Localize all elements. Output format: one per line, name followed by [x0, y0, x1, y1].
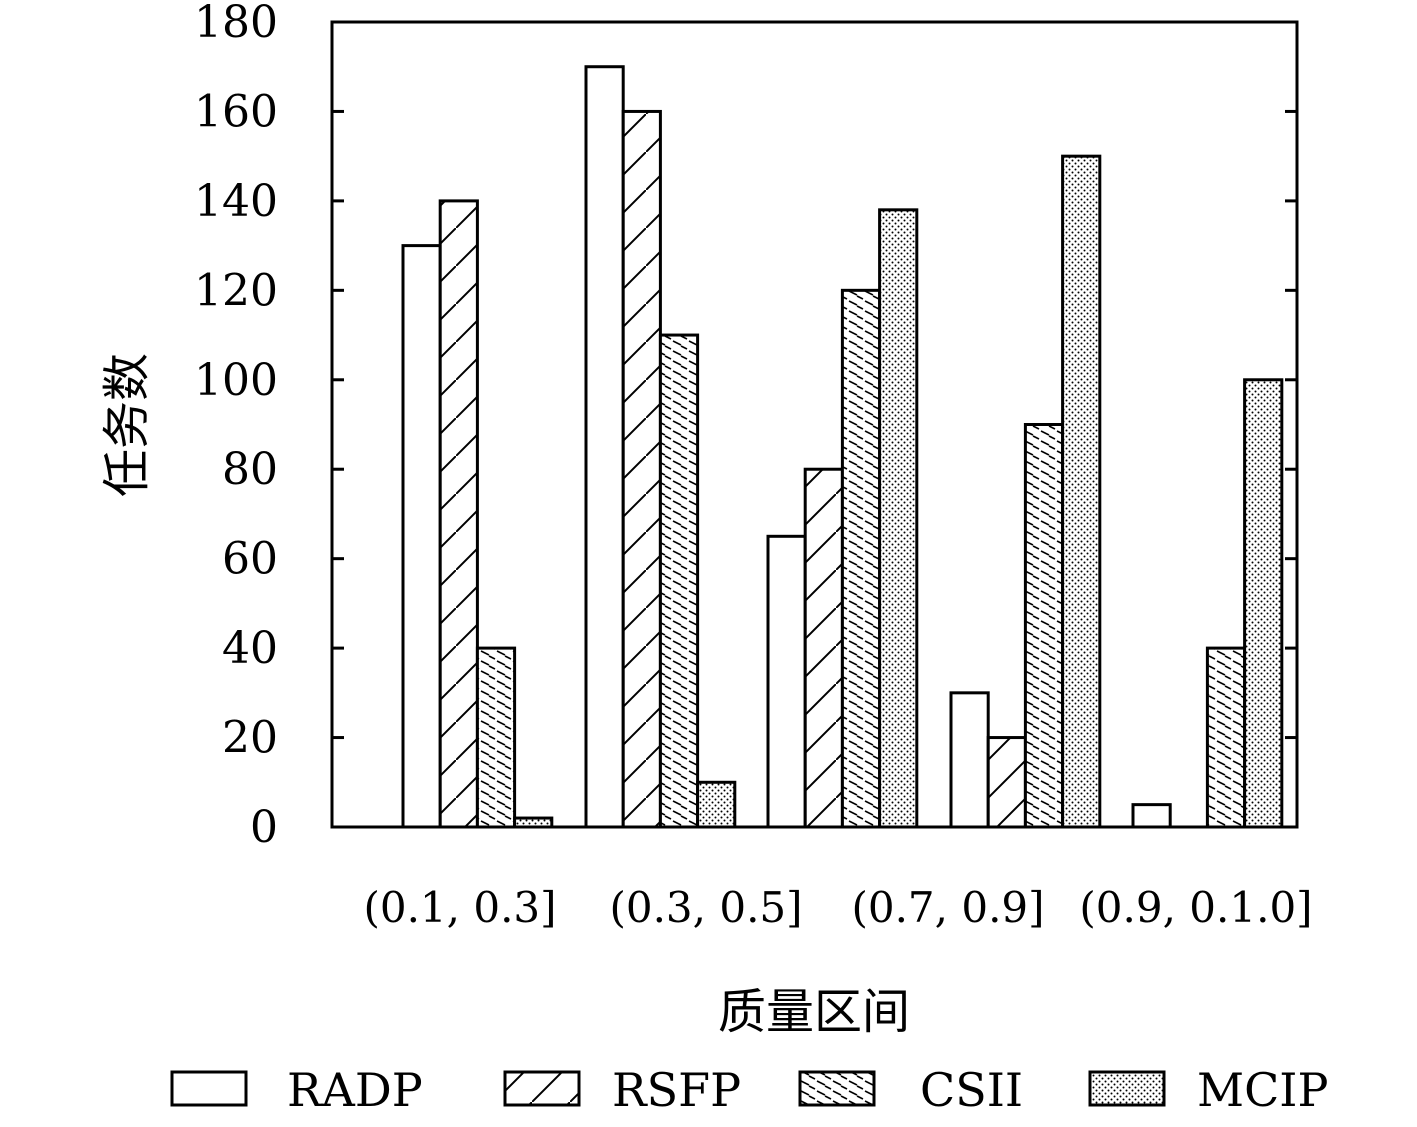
legend-label-rsfp: RSFP [612, 1063, 741, 1117]
y-tick-label: 0 [250, 802, 278, 853]
legend-swatch-radp [170, 1070, 248, 1107]
x-category-label: (0.9, 0.1.0] [1079, 883, 1312, 932]
y-tick-label: 160 [194, 86, 278, 137]
bar-radp-4 [1131, 803, 1172, 829]
legend: RADP RSFP CSII MCIP [170, 1063, 1328, 1117]
plot-area-frame [330, 20, 1299, 829]
bar-mcip-3 [1061, 154, 1102, 829]
y-axis-ticks: 0 20 40 60 80 100 120 140 160 180 [194, 0, 1297, 853]
bars [401, 65, 1284, 829]
bar-csii-1 [658, 333, 700, 829]
bar-csii-2 [840, 288, 882, 829]
bar-rsfp-2 [803, 467, 844, 829]
x-category-label: (0.3, 0.5] [609, 883, 802, 932]
legend-label-mcip: MCIP [1197, 1063, 1328, 1117]
bar-radp-0 [401, 244, 442, 829]
bar-mcip-1 [696, 780, 737, 829]
x-axis-categories: (0.1, 0.3] (0.3, 0.5] (0.7, 0.9] (0.9, 0.1.… [363, 883, 1312, 932]
y-tick-label: 80 [222, 444, 278, 495]
legend-label-csii: CSII [920, 1063, 1023, 1117]
bar-radp-1 [584, 65, 625, 829]
y-tick-label: 60 [222, 534, 278, 585]
bar-radp-3 [949, 691, 990, 829]
bar-radp-2 [766, 534, 807, 829]
bar-csii-0 [475, 646, 517, 829]
x-axis-title: 质量区间 [718, 984, 910, 1040]
legend-swatch-rsfp [503, 1070, 581, 1107]
legend-label-radp: RADP [287, 1063, 423, 1117]
y-axis-title: 任务数 [99, 353, 155, 497]
bar-csii-3 [1023, 423, 1065, 829]
bar-rsfp-1 [621, 109, 662, 829]
bar-rsfp-3 [986, 736, 1027, 829]
bar-rsfp-0 [438, 199, 479, 829]
x-category-label: (0.7, 0.9] [851, 883, 1044, 932]
bar-mcip-2 [878, 208, 919, 829]
y-tick-label: 100 [194, 355, 278, 406]
y-tick-label: 20 [222, 713, 278, 764]
legend-swatch-csii [798, 1070, 876, 1107]
y-tick-label: 120 [194, 265, 278, 316]
y-tick-label: 180 [194, 0, 278, 48]
bar-mcip-4 [1243, 378, 1284, 829]
legend-swatch-mcip [1088, 1070, 1166, 1107]
y-tick-label: 40 [222, 623, 278, 674]
bar-csii-4 [1205, 646, 1247, 829]
x-category-label: (0.1, 0.3] [363, 883, 556, 932]
y-tick-label: 140 [194, 176, 278, 227]
